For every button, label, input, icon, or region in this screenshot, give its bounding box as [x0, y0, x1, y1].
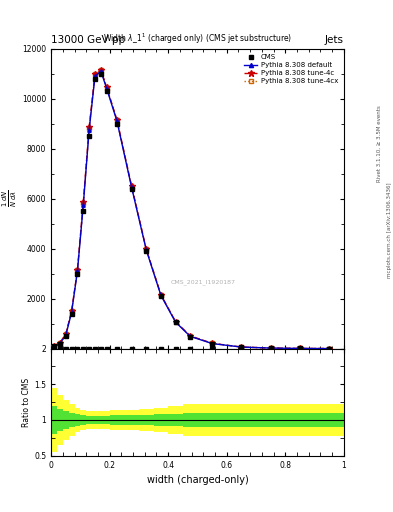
- Text: 13000 GeV pp: 13000 GeV pp: [51, 34, 125, 45]
- Y-axis label: $\frac{1}{N}\frac{dN}{d\lambda}$: $\frac{1}{N}\frac{dN}{d\lambda}$: [1, 190, 19, 207]
- Text: Jets: Jets: [325, 34, 344, 45]
- Legend: CMS, Pythia 8.308 default, Pythia 8.308 tune-4c, Pythia 8.308 tune-4cx: CMS, Pythia 8.308 default, Pythia 8.308 …: [242, 52, 340, 87]
- Text: mcplots.cern.ch [arXiv:1306.3436]: mcplots.cern.ch [arXiv:1306.3436]: [387, 183, 391, 278]
- Y-axis label: Ratio to CMS: Ratio to CMS: [22, 377, 31, 426]
- Text: Width $\lambda\_1^1$ (charged only) (CMS jet substructure): Width $\lambda\_1^1$ (charged only) (CMS…: [103, 31, 292, 46]
- X-axis label: width (charged-only): width (charged-only): [147, 475, 248, 485]
- Text: CMS_2021_I1920187: CMS_2021_I1920187: [171, 280, 236, 285]
- Text: Rivet 3.1.10, ≥ 3.5M events: Rivet 3.1.10, ≥ 3.5M events: [377, 105, 382, 182]
